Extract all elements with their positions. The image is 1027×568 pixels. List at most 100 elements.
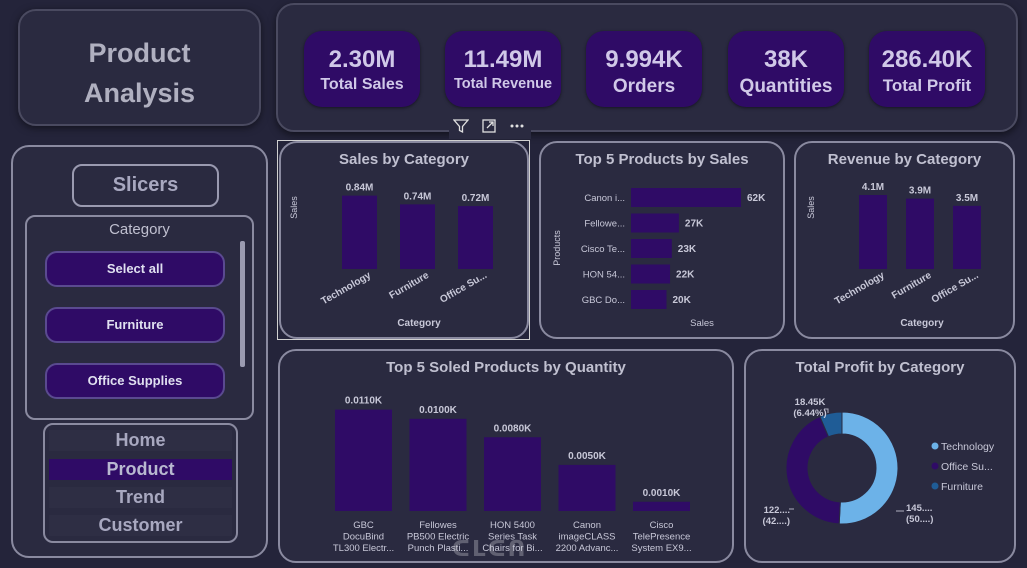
kpi-value: 286.40K: [881, 46, 973, 73]
x-tick-label: PB500 Electric: [407, 532, 470, 543]
data-label: 0.0110K: [345, 396, 383, 407]
bar: [458, 206, 493, 269]
focus-mode-icon[interactable]: [479, 118, 499, 138]
x-tick-label: imageCLASS: [558, 532, 615, 543]
chart-title: Total Profit by Category: [795, 359, 965, 376]
slicer-option-office-supplies[interactable]: Office Supplies: [45, 363, 225, 399]
nav-product-button[interactable]: Product: [49, 459, 232, 480]
data-label: (6.44%): [793, 408, 826, 419]
sales-by-category-plot: 0.84M Technology 0.74M Furniture 0.72M Office…: [289, 183, 493, 329]
bar: [631, 239, 672, 258]
chart-title: Top 5 Products by Sales: [575, 151, 749, 168]
data-label: (50....): [906, 514, 933, 525]
y-tick-label: Fellowe...: [584, 219, 625, 230]
legend-entry: Technology: [941, 441, 995, 453]
leader-line: [824, 408, 829, 413]
kpi-value: 11.49M: [463, 46, 543, 73]
nav-home-button[interactable]: Home: [49, 430, 232, 451]
donut-slice: [785, 415, 841, 525]
data-label: 62K: [747, 193, 766, 204]
bar: [631, 264, 671, 284]
slicer-option-furniture[interactable]: Furniture: [45, 307, 225, 343]
category-slicer-title: Category: [109, 221, 170, 238]
legend-entry: Furniture: [941, 481, 983, 493]
data-label: 145....: [906, 503, 932, 514]
page-navigator: Home Product Trend Customer: [43, 423, 238, 543]
legend-marker: [931, 442, 939, 450]
x-tick-label: DocuBind: [343, 532, 384, 543]
kpi-total-profit: 286.40K Total Profit: [869, 31, 985, 107]
x-tick-label: Furniture: [890, 270, 934, 302]
data-label: 3.5M: [956, 193, 978, 204]
x-tick-label: System EX9...: [631, 543, 691, 554]
bar: [859, 195, 887, 269]
kpi-label: Total Profit: [882, 76, 972, 95]
kpi-value: 38K: [763, 46, 809, 73]
report-title-card: Product Analysis: [18, 9, 261, 126]
x-axis-label: Category: [397, 318, 441, 329]
x-tick-label: 2200 Advanc...: [556, 543, 619, 554]
donut-slice: [838, 411, 899, 525]
bar: [631, 188, 741, 207]
kpi-total-revenue: 11.49M Total Revenue: [445, 31, 561, 107]
top5-products-plot: Canon i... 62K Fellowe... 27K Cisco Te... 23K…: [552, 188, 766, 329]
report-title: Product Analysis: [83, 38, 196, 108]
kpi-strip: 2.30M Total Sales 11.49M Total Revenue 9…: [276, 3, 1018, 132]
filter-icon[interactable]: [451, 118, 471, 138]
slicer-option-select-all[interactable]: Select all: [45, 251, 225, 287]
bar: [400, 204, 435, 269]
slicers-header: Slicers: [72, 164, 219, 207]
data-label: 4.1M: [862, 182, 884, 193]
x-tick-label: Furniture: [387, 270, 431, 302]
bar: [342, 195, 377, 269]
nav-customer-button[interactable]: Customer: [49, 515, 232, 536]
legend-entry: Office Su...: [941, 461, 993, 473]
data-label: 0.84M: [346, 183, 374, 194]
x-tick-label: Technology: [833, 270, 887, 307]
watermark: ᑕᒪᑕᑎ: [452, 536, 528, 561]
data-label: 0.72M: [462, 193, 490, 204]
top5-sold-by-quantity-chart[interactable]: Top 5 Soled Products by Quantity 0.0110K…: [278, 349, 734, 563]
x-tick-label: Office Su...: [438, 270, 489, 306]
chart-title: Top 5 Soled Products by Quantity: [386, 359, 626, 376]
bar: [335, 409, 392, 511]
x-tick-label: Chairs for Bi...: [482, 543, 542, 554]
x-tick-label: Cisco: [650, 520, 674, 531]
x-tick-label: Canon: [573, 520, 601, 531]
nav-trend-button[interactable]: Trend: [49, 487, 232, 508]
bar: [631, 213, 679, 233]
bar: [906, 198, 934, 269]
data-label: 18.45K: [795, 397, 826, 408]
legend-marker: [931, 482, 939, 490]
kpi-total-sales: 2.30M Total Sales: [304, 31, 420, 107]
bar: [484, 437, 541, 511]
kpi-label: Total Revenue: [453, 76, 553, 92]
y-tick-label: GBC Do...: [582, 295, 625, 306]
slicer-scrollbar[interactable]: [240, 241, 245, 367]
x-axis-label: Sales: [690, 318, 714, 329]
data-label: 122....: [764, 505, 790, 516]
more-options-icon[interactable]: [507, 118, 527, 138]
data-label: 0.0080K: [494, 423, 533, 434]
kpi-label: Orders: [612, 76, 676, 97]
kpi-value: 9.994K: [605, 46, 683, 73]
x-axis-label: Category: [900, 318, 944, 329]
legend-marker: [931, 462, 939, 470]
data-label: 20K: [672, 295, 691, 306]
total-profit-by-category-chart[interactable]: Total Profit by Category 145.... (50....)…: [744, 349, 1016, 563]
bar: [558, 464, 616, 511]
x-tick-label: Series Task: [488, 532, 537, 543]
x-tick-label: Punch Plasti...: [408, 543, 469, 554]
y-tick-label: HON 54...: [583, 270, 625, 281]
profit-donut-plot: 145....(50....) 122....(42....) 18.45K(6.4…: [763, 397, 995, 527]
sales-by-category-chart[interactable]: Sales by Category 0.84M Technology 0.74M Fu…: [279, 141, 529, 339]
revenue-by-category-chart[interactable]: Revenue by Category 4.1M Technology 3.9M Fu…: [794, 141, 1015, 339]
chart-title: Revenue by Category: [827, 151, 982, 168]
visual-header-toolbar: [449, 117, 531, 139]
y-axis-label: Sales: [806, 196, 816, 219]
kpi-quantities: 38K Quantities: [728, 31, 844, 107]
bar: [953, 205, 981, 269]
data-label: 0.0010K: [643, 488, 682, 499]
top5-products-by-sales-chart[interactable]: Top 5 Products by Sales Canon i... 62K Fel…: [539, 141, 785, 339]
